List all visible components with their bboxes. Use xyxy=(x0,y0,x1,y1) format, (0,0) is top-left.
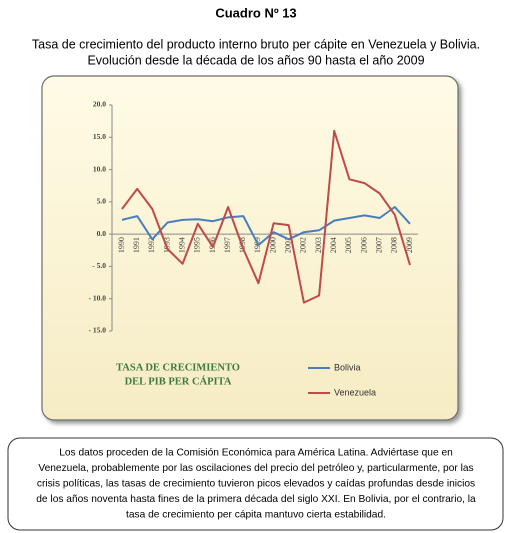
subtitle: Tasa de crecimiento del producto interno… xyxy=(32,37,480,51)
y-tick-label: 20.0 xyxy=(93,100,106,109)
annotation: DEL PIB PER CÁPITA xyxy=(125,375,232,387)
plot: 20.0 15.0 10.0 5.0 0.0 - 5.0 - 10.0 - 15.0 1990 1… xyxy=(89,100,418,397)
x-tick-label: 1995 xyxy=(193,237,202,253)
annotation: TASA DE CRECIMIENTO xyxy=(116,362,240,373)
x-tick-label: 1991 xyxy=(132,237,141,253)
x-tick-label: 2005 xyxy=(344,237,353,253)
y-tick-label: 15.0 xyxy=(93,132,106,141)
x-tick-label: 2003 xyxy=(314,237,323,253)
x-tick-label: 1990 xyxy=(117,237,126,253)
note-box xyxy=(7,437,504,531)
legend-label: Venezuela xyxy=(334,387,376,397)
y-tick-label: - 10.0 xyxy=(89,293,107,302)
subtitle: Evolución desde la década de los años 90… xyxy=(87,53,424,67)
x-tick-label: 2001 xyxy=(284,237,293,253)
x-tick-label: 1994 xyxy=(177,237,186,253)
y-tick-label: 0.0 xyxy=(97,229,107,238)
line-series xyxy=(121,129,411,304)
y-tick-label: 5.0 xyxy=(97,197,107,206)
x-tick-label: 2002 xyxy=(299,237,308,253)
x-tick-label: 2007 xyxy=(375,237,384,253)
note-line: Los datos proceden de la Comisión Económ… xyxy=(59,448,453,459)
x-tick-label: 2006 xyxy=(359,237,368,253)
y-tick-label: - 15.0 xyxy=(89,326,107,335)
legend-label: Bolivia xyxy=(334,362,361,372)
x-tick-label: 2000 xyxy=(268,237,277,253)
x-tick-label: 1997 xyxy=(223,237,232,253)
chart-frame xyxy=(41,75,459,421)
note-line: Venezuela, probablemente por las oscilac… xyxy=(38,463,473,474)
x-tick-label: 2008 xyxy=(390,237,399,253)
title: Cuadro Nº 13 xyxy=(215,5,296,20)
line-series xyxy=(121,206,411,247)
y-tick-label: 10.0 xyxy=(93,164,106,173)
x-tick-label: 2009 xyxy=(405,237,414,253)
note-line: tasa de crecimiento per cápita mantuvo c… xyxy=(126,510,386,521)
note: Los datos proceden de la Comisión Económ… xyxy=(36,448,476,521)
note-line: crisis políticas, las tasas de crecimien… xyxy=(37,479,475,490)
note-line: de los años noventa hasta fines de la pr… xyxy=(36,494,476,505)
x-tick-label: 2004 xyxy=(329,237,338,253)
y-tick-label: - 5.0 xyxy=(92,261,106,270)
x-tick-label: 1992 xyxy=(147,237,156,253)
